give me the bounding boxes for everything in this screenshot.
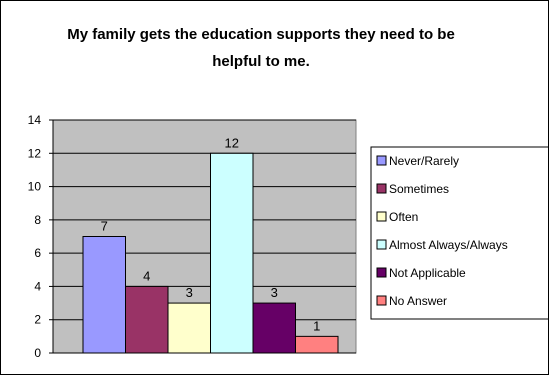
bar-2 xyxy=(125,285,169,354)
legend-swatch xyxy=(376,211,387,222)
y-tick-label: 4 xyxy=(34,279,41,293)
bar-1 xyxy=(82,236,126,354)
y-tick-label: 0 xyxy=(34,346,41,360)
bar-4 xyxy=(210,152,254,354)
data-label: 1 xyxy=(313,318,320,333)
legend-label: Often xyxy=(389,210,418,224)
y-tick-label: 8 xyxy=(34,213,41,227)
legend-label: No Answer xyxy=(389,294,447,308)
bar-6 xyxy=(295,335,339,354)
data-label: 4 xyxy=(143,268,150,283)
y-tick-label: 6 xyxy=(34,246,41,260)
legend-swatch xyxy=(376,183,387,194)
y-tick-label: 10 xyxy=(28,180,42,194)
data-label: 7 xyxy=(101,219,108,234)
data-label: 12 xyxy=(225,135,239,150)
legend-label: Almost Always/Always xyxy=(389,238,508,252)
y-tick-label: 2 xyxy=(34,313,41,327)
legend-label: Sometimes xyxy=(389,182,449,196)
chart-title: My family gets the education supports th… xyxy=(67,26,455,70)
legend-label: Never/Rarely xyxy=(389,154,459,168)
legend-label: Not Applicable xyxy=(389,266,466,280)
legend-swatch xyxy=(376,267,387,278)
data-label: 3 xyxy=(186,285,193,300)
legend-box xyxy=(370,146,548,320)
bar-5 xyxy=(252,302,296,354)
legend-swatch xyxy=(376,295,387,306)
data-label: 3 xyxy=(271,285,278,300)
legend-swatch xyxy=(376,155,387,166)
bar-3 xyxy=(167,302,211,354)
y-tick-label: 14 xyxy=(28,113,42,127)
y-tick-label: 12 xyxy=(28,146,42,160)
legend-swatch xyxy=(376,239,387,250)
